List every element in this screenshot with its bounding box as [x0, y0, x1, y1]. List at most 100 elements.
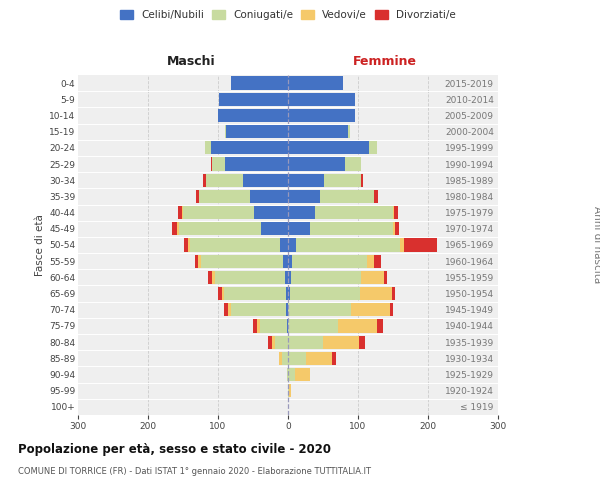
Bar: [346, 158, 361, 170]
Bar: [284, 270, 288, 284]
Bar: [360, 287, 392, 300]
Bar: [218, 109, 288, 122]
Bar: [288, 336, 323, 349]
Bar: [283, 352, 288, 365]
Bar: [288, 222, 310, 235]
Bar: [287, 320, 288, 332]
Bar: [384, 270, 388, 284]
Bar: [200, 254, 283, 268]
Bar: [190, 238, 280, 252]
Bar: [392, 287, 395, 300]
Bar: [374, 254, 381, 268]
Bar: [205, 141, 211, 154]
Bar: [288, 158, 346, 170]
Bar: [286, 303, 288, 316]
Bar: [305, 352, 332, 365]
Bar: [332, 352, 335, 365]
Bar: [224, 303, 228, 316]
Bar: [288, 368, 295, 381]
Bar: [288, 287, 290, 300]
Bar: [287, 368, 288, 381]
Bar: [359, 336, 365, 349]
Bar: [218, 287, 221, 300]
Bar: [260, 320, 287, 332]
Bar: [288, 92, 355, 106]
Bar: [225, 125, 226, 138]
Bar: [292, 254, 367, 268]
Bar: [295, 368, 310, 381]
Bar: [211, 141, 288, 154]
Bar: [203, 174, 206, 187]
Bar: [395, 222, 398, 235]
Bar: [374, 190, 377, 203]
Bar: [188, 238, 190, 252]
Bar: [212, 158, 225, 170]
Bar: [400, 238, 404, 252]
Y-axis label: Fasce di età: Fasce di età: [35, 214, 45, 276]
Bar: [347, 125, 350, 138]
Bar: [257, 320, 260, 332]
Bar: [288, 238, 296, 252]
Bar: [310, 222, 393, 235]
Bar: [182, 206, 183, 220]
Bar: [272, 336, 275, 349]
Bar: [224, 287, 286, 300]
Bar: [183, 206, 254, 220]
Bar: [288, 206, 314, 220]
Bar: [262, 222, 288, 235]
Bar: [253, 320, 257, 332]
Bar: [361, 174, 363, 187]
Bar: [254, 206, 288, 220]
Bar: [288, 384, 289, 398]
Bar: [288, 190, 320, 203]
Bar: [208, 270, 212, 284]
Bar: [288, 303, 351, 316]
Bar: [221, 287, 224, 300]
Bar: [215, 270, 284, 284]
Bar: [288, 270, 291, 284]
Bar: [242, 174, 288, 187]
Bar: [172, 222, 178, 235]
Bar: [290, 287, 360, 300]
Bar: [288, 254, 292, 268]
Bar: [367, 254, 374, 268]
Bar: [291, 270, 361, 284]
Bar: [314, 206, 393, 220]
Bar: [178, 206, 182, 220]
Text: Femmine: Femmine: [353, 55, 416, 68]
Bar: [196, 190, 199, 203]
Text: Popolazione per età, sesso e stato civile - 2020: Popolazione per età, sesso e stato civil…: [18, 442, 331, 456]
Bar: [289, 384, 291, 398]
Bar: [280, 238, 288, 252]
Bar: [195, 254, 199, 268]
Bar: [377, 320, 383, 332]
Bar: [296, 238, 400, 252]
Bar: [393, 206, 394, 220]
Bar: [288, 141, 368, 154]
Bar: [288, 174, 325, 187]
Bar: [275, 336, 288, 349]
Bar: [230, 76, 288, 90]
Legend: Celibi/Nubili, Coniugati/e, Vedovi/e, Divorziati/e: Celibi/Nubili, Coniugati/e, Vedovi/e, Di…: [120, 10, 456, 20]
Bar: [199, 190, 250, 203]
Bar: [338, 320, 377, 332]
Text: Maschi: Maschi: [167, 55, 216, 68]
Bar: [206, 174, 242, 187]
Bar: [368, 141, 377, 154]
Bar: [288, 125, 347, 138]
Bar: [393, 222, 395, 235]
Text: COMUNE DI TORRICE (FR) - Dati ISTAT 1° gennaio 2020 - Elaborazione TUTTITALIA.IT: COMUNE DI TORRICE (FR) - Dati ISTAT 1° g…: [18, 468, 371, 476]
Bar: [323, 336, 359, 349]
Bar: [361, 270, 384, 284]
Bar: [250, 190, 288, 203]
Bar: [279, 352, 283, 365]
Bar: [288, 320, 338, 332]
Bar: [288, 109, 355, 122]
Bar: [351, 303, 389, 316]
Bar: [389, 303, 393, 316]
Bar: [404, 238, 437, 252]
Bar: [199, 254, 200, 268]
Text: Anni di nascita: Anni di nascita: [592, 206, 600, 284]
Bar: [286, 287, 288, 300]
Bar: [320, 190, 374, 203]
